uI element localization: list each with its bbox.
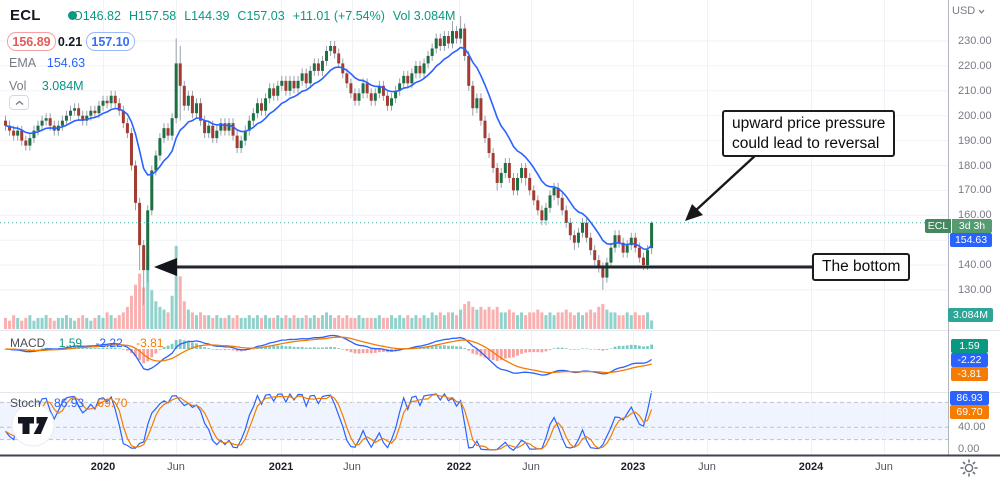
ema-overlay	[5, 46, 653, 250]
countdown-symbol: ECL	[925, 219, 952, 233]
ema-price-badge: 154.63	[950, 233, 992, 247]
vol-label: Vol	[9, 79, 27, 93]
market-status-dot	[67, 11, 77, 20]
axis-settings-button[interactable]	[959, 458, 979, 481]
symbol-name[interactable]: ECL	[10, 7, 41, 24]
countdown-time: 3d 3h	[952, 219, 992, 233]
price-tick-label: 130.00	[958, 284, 992, 296]
macd-badge-1: 1.59	[951, 339, 988, 353]
time-tick-month: Jun	[167, 461, 185, 473]
grid-layer	[0, 0, 948, 455]
price-tick-label: 160.00	[958, 209, 992, 221]
time-tick-year: 2023	[620, 461, 646, 473]
tradingview-logo-icon	[11, 403, 55, 447]
low-value: L144.39	[184, 9, 230, 23]
ema-line	[5, 46, 653, 250]
price-tick-label: 230.00	[958, 35, 992, 47]
ema-legend-row[interactable]: EMA 154.63	[9, 56, 85, 70]
open-value: O146.82	[73, 9, 121, 23]
time-tick-year: 2020	[90, 461, 116, 473]
price-tick-label: 220.00	[958, 60, 992, 72]
price-tick-label: 180.00	[958, 160, 992, 172]
time-tick-year: 2024	[798, 461, 824, 473]
time-tick-month: Jun	[875, 461, 893, 473]
ohlc-row: O146.82 H157.58 L144.39 C157.03 +11.01 (…	[73, 9, 455, 23]
candlestick-series	[4, 16, 654, 305]
gear-icon	[960, 459, 978, 477]
annotation-bottom[interactable]: The bottom	[812, 253, 911, 281]
volume-value: Vol 3.084M	[392, 9, 456, 23]
macd-value-2: -2.22	[95, 336, 123, 350]
chevron-down-icon	[978, 9, 985, 14]
legend-collapse-button[interactable]	[9, 95, 29, 110]
ema-value: 154.63	[46, 56, 86, 70]
macd-signal-line	[5, 336, 652, 374]
macd-panel	[4, 334, 653, 376]
high-value: H157.58	[128, 9, 177, 23]
currency-label: USD	[952, 5, 976, 17]
vol-legend-row[interactable]: Vol 3.084M	[9, 79, 84, 93]
ask-button[interactable]: 157.10	[86, 32, 135, 51]
stoch-tick-label: 0.00	[958, 443, 980, 455]
close-value: C157.03	[237, 9, 285, 23]
time-tick-year: 2022	[446, 461, 472, 473]
ema-label: EMA	[9, 56, 36, 70]
time-tick-month: Jun	[522, 461, 540, 473]
macd-value-1: 1.59	[58, 336, 83, 350]
chevron-up-icon	[15, 100, 23, 105]
macd-value-3: -3.81	[136, 336, 164, 350]
annotation-arrows	[154, 153, 812, 276]
price-tick-label: 140.00	[958, 259, 992, 271]
stoch-legend-row[interactable]: Stoch 86.93 69.70	[10, 396, 127, 410]
symbol-row: ECL	[10, 7, 77, 24]
time-axis[interactable]: 2020 Jun 2021 Jun 2022 Jun 2023 Jun 2024 Jun	[0, 457, 1000, 481]
stoch-badge-2: 69.70	[950, 405, 989, 419]
stoch-d-line	[5, 393, 653, 451]
stoch-band	[0, 401, 948, 441]
annotation-reversal-line2: could lead to reversal	[732, 134, 880, 152]
stoch-label: Stoch	[10, 396, 41, 410]
volume-series	[4, 245, 654, 329]
annotation-reversal-line1: upward price pressure	[732, 115, 886, 132]
macd-line	[5, 334, 652, 376]
time-tick-month: Jun	[343, 461, 361, 473]
vol-value: 3.084M	[41, 79, 84, 93]
volume-badge: 3.084M	[948, 308, 993, 322]
macd-legend-row[interactable]: MACD 1.59 -2.22 -3.81	[10, 336, 163, 350]
annotation-reversal[interactable]: upward price pressure could lead to reve…	[722, 110, 896, 158]
stoch-badge-1: 86.93	[950, 391, 989, 405]
stoch-value-1: 86.93	[54, 396, 85, 410]
currency-selector[interactable]: USD	[952, 5, 985, 17]
macd-badge-3: -3.81	[951, 367, 988, 381]
change-value: +11.01 (+7.54%)	[292, 9, 385, 23]
price-tick-label: 170.00	[958, 184, 992, 196]
spread-value: 0.21	[57, 35, 83, 49]
price-tick-label: 190.00	[958, 135, 992, 147]
macd-badge-2: -2.22	[951, 353, 988, 367]
stoch-value-2: 69.70	[97, 396, 128, 410]
price-tick-label: 200.00	[958, 110, 992, 122]
stoch-panel	[5, 391, 653, 452]
tradingview-logo[interactable]	[11, 403, 55, 452]
macd-label: MACD	[10, 336, 46, 350]
stoch-tick-label: 40.00	[958, 421, 986, 433]
time-tick-year: 2021	[268, 461, 294, 473]
price-tick-label: 210.00	[958, 85, 992, 97]
bid-button[interactable]: 156.89	[7, 32, 56, 51]
stoch-k-line	[5, 391, 653, 452]
countdown-badge: ECL 3d 3h	[925, 219, 992, 233]
pane-separators	[0, 0, 1000, 457]
time-tick-month: Jun	[698, 461, 716, 473]
